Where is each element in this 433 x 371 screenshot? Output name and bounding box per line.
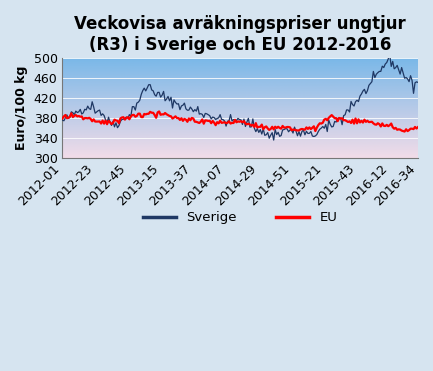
Y-axis label: Euro/100 kg: Euro/100 kg: [15, 66, 28, 150]
Legend: Sverige, EU: Sverige, EU: [137, 206, 343, 230]
Title: Veckovisa avräkningspriser ungtjur
(R3) i Sverige och EU 2012-2016: Veckovisa avräkningspriser ungtjur (R3) …: [74, 15, 406, 54]
